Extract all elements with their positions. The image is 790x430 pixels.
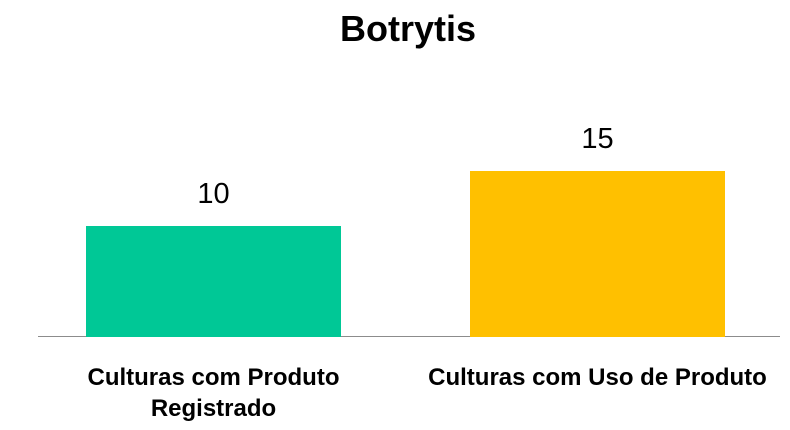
- data-label: 10: [197, 178, 230, 211]
- bar: [86, 226, 341, 337]
- chart-title: Botrytis: [339, 8, 477, 49]
- bar: [470, 171, 725, 337]
- x-tick-label: Culturas com Uso de Produto: [428, 364, 767, 391]
- x-tick-label: Culturas com Produto Registrado: [87, 364, 340, 422]
- data-label: 15: [581, 123, 614, 155]
- baseline: [38, 336, 780, 337]
